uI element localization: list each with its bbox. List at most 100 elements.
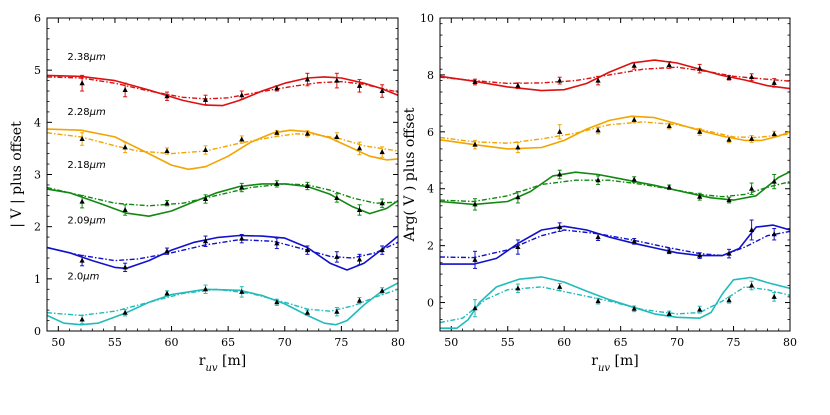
series-label: 2.18μm <box>67 160 106 171</box>
data-point <box>304 130 311 136</box>
model-line-solid <box>440 170 790 206</box>
data-point <box>79 198 85 204</box>
data-point <box>726 250 732 256</box>
data-point <box>334 194 340 200</box>
model-line-dashdot <box>47 183 398 207</box>
data-point <box>749 282 755 288</box>
data-point <box>666 184 672 190</box>
y-tick-label: 4 <box>427 183 434 196</box>
data-point <box>202 286 209 292</box>
data-point <box>239 92 245 98</box>
axes-frame <box>439 17 791 332</box>
series-label: 2.0μm <box>67 272 99 283</box>
data-point <box>239 235 245 241</box>
data-point <box>472 79 478 85</box>
data-point <box>274 299 280 305</box>
data-point <box>122 264 128 270</box>
y-tick-label: 3 <box>34 169 41 182</box>
axes-frame <box>46 17 399 332</box>
data-point <box>334 253 340 259</box>
plot-area <box>47 72 398 326</box>
data-point <box>666 310 672 316</box>
y-tick-label: 6 <box>34 12 41 25</box>
data-point <box>122 86 128 92</box>
data-point <box>379 88 385 94</box>
model-line-solid <box>440 59 790 92</box>
data-point <box>164 148 170 154</box>
data-point <box>726 297 732 303</box>
data-point <box>122 206 128 212</box>
model-line-solid <box>47 282 398 326</box>
data-point <box>239 184 245 190</box>
data-point <box>379 287 385 293</box>
data-point <box>202 238 209 244</box>
data-point <box>356 297 363 303</box>
data-point <box>697 252 703 258</box>
x-tick-label: 55 <box>108 336 122 349</box>
model-line-dashdot <box>440 179 790 203</box>
phase-panel: 50 55 60 65 70 75 80 0 2 4 6 8 10 ruv [m] Arg( V ) plu… <box>402 12 797 374</box>
data-point <box>771 178 777 184</box>
y-tick-label: 2 <box>34 221 41 234</box>
data-point <box>79 257 85 263</box>
data-point <box>631 305 637 311</box>
x-axis-label: ruv [m] <box>591 353 638 374</box>
data-point <box>304 182 311 188</box>
data-point <box>334 308 340 314</box>
data-point <box>595 77 601 83</box>
data-point <box>749 185 755 191</box>
data-point <box>515 244 521 250</box>
data-point <box>304 309 311 315</box>
series-label: 2.28μm <box>67 107 106 118</box>
x-tick-label: 80 <box>783 336 797 349</box>
data-point <box>379 200 385 206</box>
data-point <box>379 247 385 253</box>
data-point <box>164 248 170 254</box>
amplitude-panel: 50 55 60 65 70 75 80 0 1 2 3 4 5 6 2.38μm 2.28μm 2.18μm 2… <box>9 12 405 374</box>
data-point <box>356 256 363 262</box>
y-tick-label: 5 <box>34 64 41 77</box>
data-point <box>334 77 340 83</box>
data-point <box>595 177 601 183</box>
data-point <box>202 146 209 152</box>
data-point <box>164 200 170 206</box>
data-point <box>239 136 245 142</box>
model-line-dashdot <box>47 76 398 100</box>
model-line-solid <box>440 115 790 150</box>
data-point <box>356 206 363 212</box>
data-point <box>771 293 777 299</box>
data-point <box>379 149 385 155</box>
data-point <box>274 240 280 246</box>
x-tick-label: 75 <box>334 336 348 349</box>
data-point <box>304 247 311 253</box>
y-axis-label: Arg( V ) plus offset <box>402 107 418 242</box>
data-point <box>239 288 245 294</box>
model-line-solid <box>47 234 398 271</box>
model-line-dashdot <box>47 238 398 262</box>
x-tick-label: 60 <box>165 336 179 349</box>
x-tick-label: 65 <box>614 336 628 349</box>
data-point <box>274 129 280 135</box>
y-axis-label: | V | plus offset <box>9 121 25 228</box>
x-tick-label: 50 <box>51 336 65 349</box>
model-line-solid <box>47 128 398 171</box>
y-tick-label: 10 <box>420 12 434 25</box>
model-line-solid <box>47 74 398 107</box>
data-point <box>726 136 732 142</box>
data-point <box>666 61 672 67</box>
data-point <box>557 171 563 177</box>
x-tick-label: 80 <box>391 336 405 349</box>
data-point <box>557 77 563 83</box>
data-point <box>202 96 209 102</box>
data-point <box>557 283 563 289</box>
data-point <box>726 74 732 80</box>
data-point <box>557 128 563 134</box>
x-axis-label: ruv [m] <box>199 353 246 374</box>
model-line-dashdot <box>47 288 398 317</box>
data-point <box>274 180 280 186</box>
data-point <box>557 224 563 230</box>
y-tick-label: 0 <box>427 297 434 310</box>
data-point <box>472 305 478 311</box>
data-point <box>631 62 637 68</box>
